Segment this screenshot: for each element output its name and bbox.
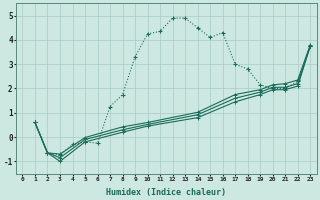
- X-axis label: Humidex (Indice chaleur): Humidex (Indice chaleur): [106, 188, 226, 197]
